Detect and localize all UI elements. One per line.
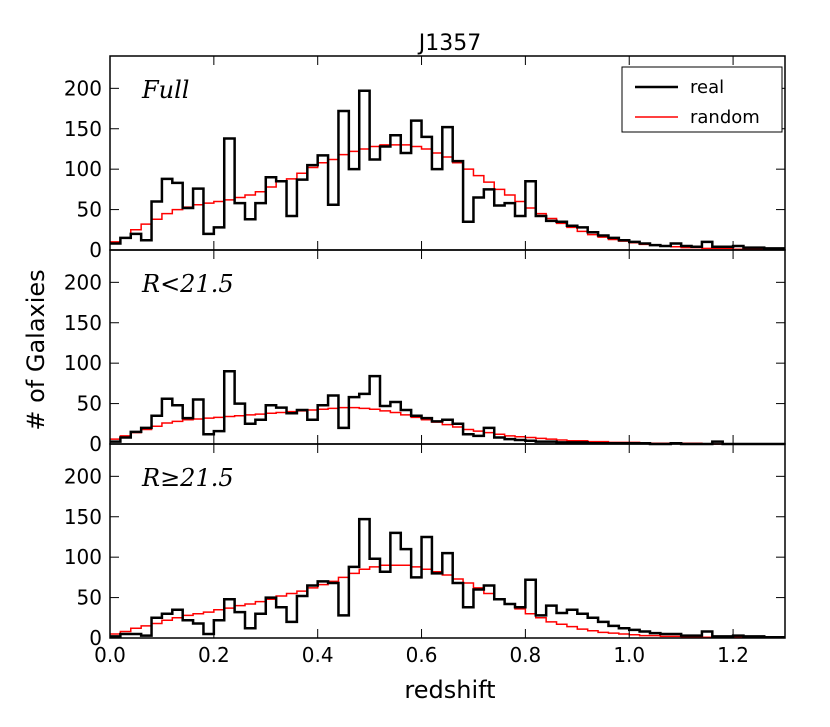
legend-label-random: random <box>690 107 760 128</box>
y-tick-label: 100 <box>64 351 102 375</box>
panel-2: 0 50 100 150 200 R<21.5 <box>64 249 786 456</box>
legend-box <box>621 66 783 133</box>
random-histogram-line-panel-2 <box>110 406 785 445</box>
y-tick-label: 50 <box>77 198 102 222</box>
y-axis-title: # of Galaxies <box>22 269 50 430</box>
legend: real random <box>621 66 783 133</box>
random-histogram-line-panel-3 <box>110 564 785 638</box>
y-tick-label: 0 <box>89 432 102 456</box>
x-tick-label: 0.6 <box>406 643 438 667</box>
y-tick-label: 100 <box>64 545 102 569</box>
panel-label-1: Full <box>141 76 189 104</box>
x-axis-title: redshift <box>404 676 495 704</box>
x-tick-label: 0.4 <box>302 643 334 667</box>
y-tick-label: 150 <box>64 117 102 141</box>
x-tick-label: 0.0 <box>94 643 126 667</box>
panel-label-2: R<21.5 <box>141 270 234 298</box>
y-tick-label: 0 <box>89 626 102 650</box>
real-histogram-line-panel-2 <box>110 370 785 446</box>
panel-frame-3 <box>109 443 786 639</box>
x-tick-label: 0.8 <box>509 643 541 667</box>
y-tick-label: 100 <box>64 157 102 181</box>
y-tick-label: 150 <box>64 311 102 335</box>
y-tick-label: 200 <box>64 76 102 100</box>
figure-title: J1357 <box>417 31 481 56</box>
y-tick-label: 50 <box>77 392 102 416</box>
y-tick-label: 0 <box>89 238 102 262</box>
y-tick-label: 50 <box>77 586 102 610</box>
panel-label-3: R≥21.5 <box>141 464 234 492</box>
x-tick-label: 1.2 <box>717 643 749 667</box>
y-tick-label: 200 <box>64 464 102 488</box>
panel-3: 0 50 100 150 200 R≥21.5 <box>64 443 786 650</box>
y-tick-label: 200 <box>64 270 102 294</box>
y-tick-label: 150 <box>64 505 102 529</box>
legend-label-real: real <box>690 77 724 98</box>
x-tick-label: 1.0 <box>613 643 645 667</box>
real-histogram-line-panel-3 <box>110 517 785 639</box>
real-histogram-line-panel-1 <box>110 89 785 250</box>
panel-1: 0 50 100 150 200 Full <box>64 55 786 262</box>
x-tick-label: 0.2 <box>198 643 230 667</box>
